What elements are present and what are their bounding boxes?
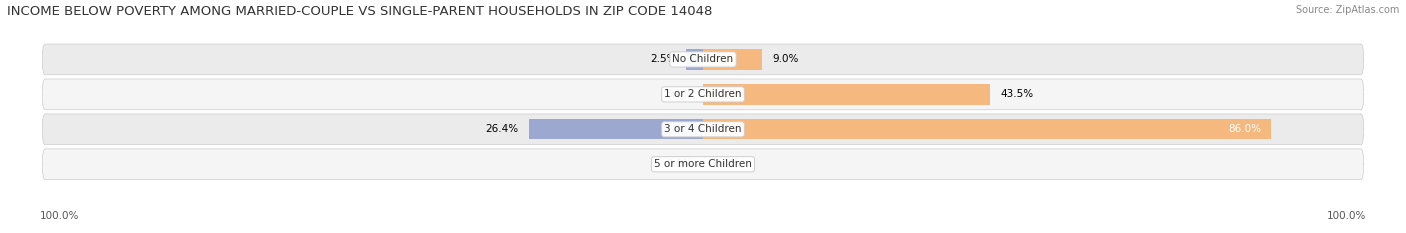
Text: 100.0%: 100.0% — [39, 211, 79, 221]
Text: 0.0%: 0.0% — [666, 159, 693, 169]
Text: 100.0%: 100.0% — [1327, 211, 1367, 221]
Text: No Children: No Children — [672, 55, 734, 64]
Bar — [703, 84, 990, 105]
Text: 0.0%: 0.0% — [713, 159, 740, 169]
Text: 5 or more Children: 5 or more Children — [654, 159, 752, 169]
FancyBboxPatch shape — [42, 44, 1364, 75]
Text: Source: ZipAtlas.com: Source: ZipAtlas.com — [1295, 5, 1399, 15]
Text: INCOME BELOW POVERTY AMONG MARRIED-COUPLE VS SINGLE-PARENT HOUSEHOLDS IN ZIP COD: INCOME BELOW POVERTY AMONG MARRIED-COUPL… — [7, 5, 713, 18]
Text: 3 or 4 Children: 3 or 4 Children — [664, 124, 742, 134]
Bar — [686, 49, 703, 69]
Text: 0.0%: 0.0% — [666, 89, 693, 99]
Text: 9.0%: 9.0% — [772, 55, 799, 64]
Text: 26.4%: 26.4% — [485, 124, 519, 134]
Text: 86.0%: 86.0% — [1229, 124, 1261, 134]
Bar — [703, 119, 1271, 139]
Text: 2.5%: 2.5% — [650, 55, 676, 64]
Bar — [703, 49, 762, 69]
Bar — [529, 119, 703, 139]
FancyBboxPatch shape — [42, 114, 1364, 145]
Legend: Married Couples, Single Parents: Married Couples, Single Parents — [593, 231, 813, 233]
FancyBboxPatch shape — [42, 149, 1364, 180]
Text: 1 or 2 Children: 1 or 2 Children — [664, 89, 742, 99]
FancyBboxPatch shape — [42, 79, 1364, 110]
Text: 43.5%: 43.5% — [1001, 89, 1033, 99]
